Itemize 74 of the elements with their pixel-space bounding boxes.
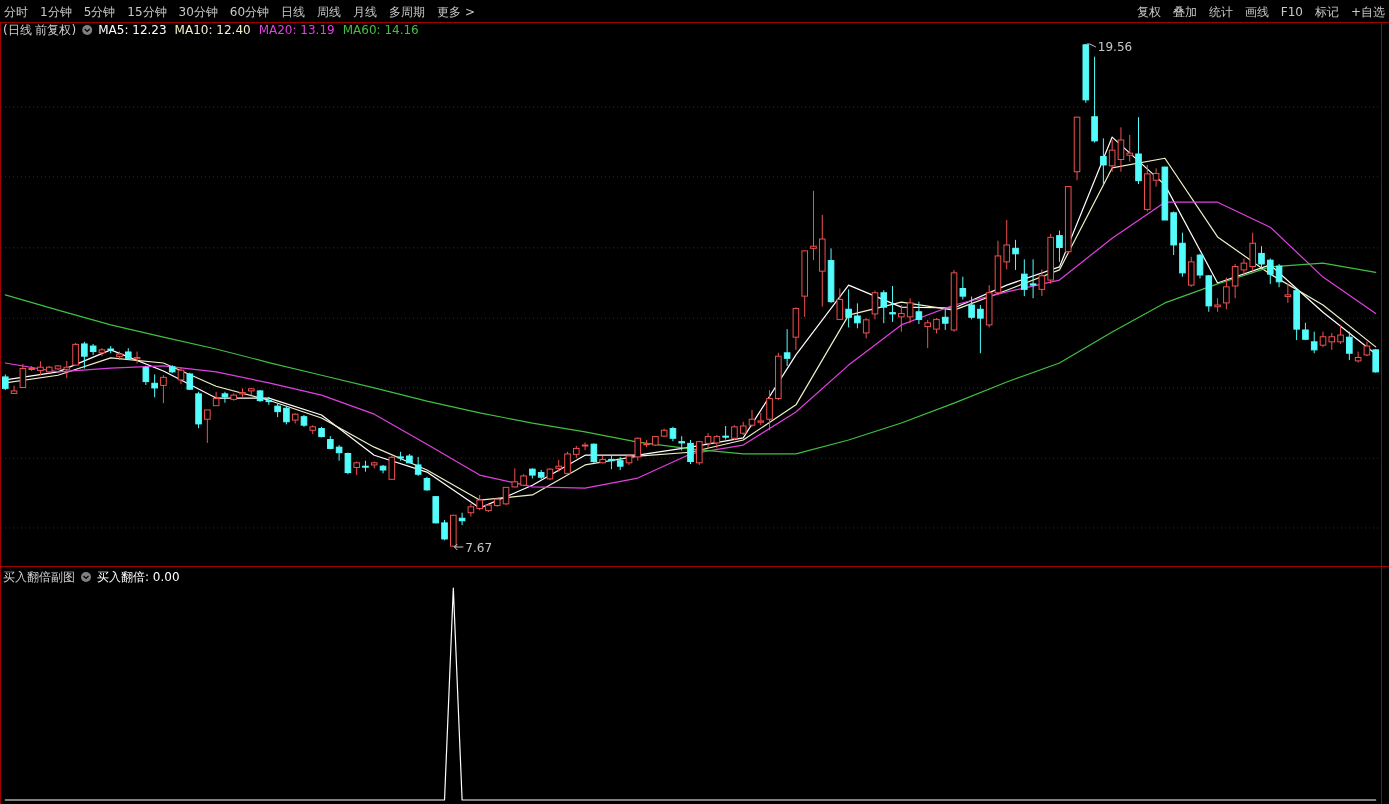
candlestick — [142, 365, 150, 386]
candlestick — [924, 319, 931, 349]
candlestick — [133, 351, 141, 364]
candlestick — [1100, 137, 1107, 186]
candlestick — [766, 389, 773, 431]
candlestick — [1003, 219, 1011, 270]
annotation: 19.56 — [1097, 40, 1133, 54]
candlestick — [160, 374, 167, 404]
candlestick — [1346, 331, 1353, 361]
candlestick — [854, 302, 861, 329]
text: MA60: 14.16 — [342, 23, 419, 37]
candlestick — [335, 444, 343, 462]
candlestick — [19, 363, 27, 389]
text: 买入翻倍: 0.00 — [97, 570, 180, 584]
candlestick — [880, 289, 888, 324]
candlestick — [1012, 239, 1019, 271]
candlestick — [1275, 263, 1283, 288]
candlestick — [467, 502, 475, 518]
candlestick — [977, 304, 984, 354]
candlestick — [959, 276, 967, 301]
candlestick — [748, 409, 756, 428]
candlestick — [72, 342, 79, 366]
candlestick — [1258, 245, 1265, 269]
candlestick — [1126, 134, 1134, 163]
candlestick — [221, 391, 229, 404]
candlestick — [836, 288, 844, 320]
candlestick — [687, 439, 694, 465]
text: 分时 1分钟 5分钟 15分钟 30分钟 60分钟 日线 周线 月线 多周期 更多 > — [4, 5, 475, 19]
candlestick — [889, 285, 896, 323]
candlestick — [1038, 268, 1046, 297]
text: MA5: 12.23 — [98, 23, 167, 37]
candlestick — [1337, 324, 1344, 345]
candlestick — [511, 467, 519, 488]
candlestick — [414, 456, 422, 477]
text: MA10: 12.40 — [174, 23, 251, 37]
candlestick — [590, 442, 598, 464]
candlestick — [388, 455, 396, 480]
candlestick — [1310, 331, 1318, 354]
candlestick — [1223, 277, 1230, 310]
candlestick — [915, 301, 923, 325]
candlestick — [968, 296, 975, 320]
chart-title: 买入翻倍副图 — [3, 570, 75, 584]
candlestick — [1266, 257, 1274, 285]
candlestick — [906, 297, 914, 324]
candlestick — [862, 317, 870, 339]
candlestick — [204, 409, 211, 444]
candlestick — [1021, 258, 1028, 297]
candlestick — [151, 373, 158, 398]
candlestick — [581, 442, 589, 451]
candlestick — [1196, 253, 1204, 279]
candlestick — [634, 436, 642, 462]
candlestick — [1152, 167, 1160, 188]
candlestick — [1187, 256, 1195, 288]
candlestick — [458, 512, 466, 526]
candlestick — [1372, 348, 1379, 374]
candlestick — [10, 385, 18, 394]
chart-title: (日线 前复权) — [3, 23, 77, 37]
candlestick — [1354, 351, 1362, 364]
text: MA20: 13.19 — [258, 23, 335, 37]
candlestick — [98, 347, 106, 357]
candlestick — [1056, 230, 1063, 263]
annotation: 7.67 — [465, 541, 493, 555]
candlestick — [81, 341, 88, 369]
text: 复权 叠加 统计 画线 F10 标记 +自选 — [1136, 5, 1385, 19]
candlestick — [810, 190, 817, 261]
candlestick — [845, 288, 852, 328]
candlestick — [1284, 282, 1292, 304]
candlestick — [1249, 232, 1257, 272]
candlestick — [783, 328, 791, 367]
candlestick — [695, 440, 703, 466]
candlestick — [1029, 258, 1037, 299]
candlestick — [941, 307, 949, 331]
candlestick — [898, 304, 905, 333]
candlestick — [871, 290, 879, 320]
